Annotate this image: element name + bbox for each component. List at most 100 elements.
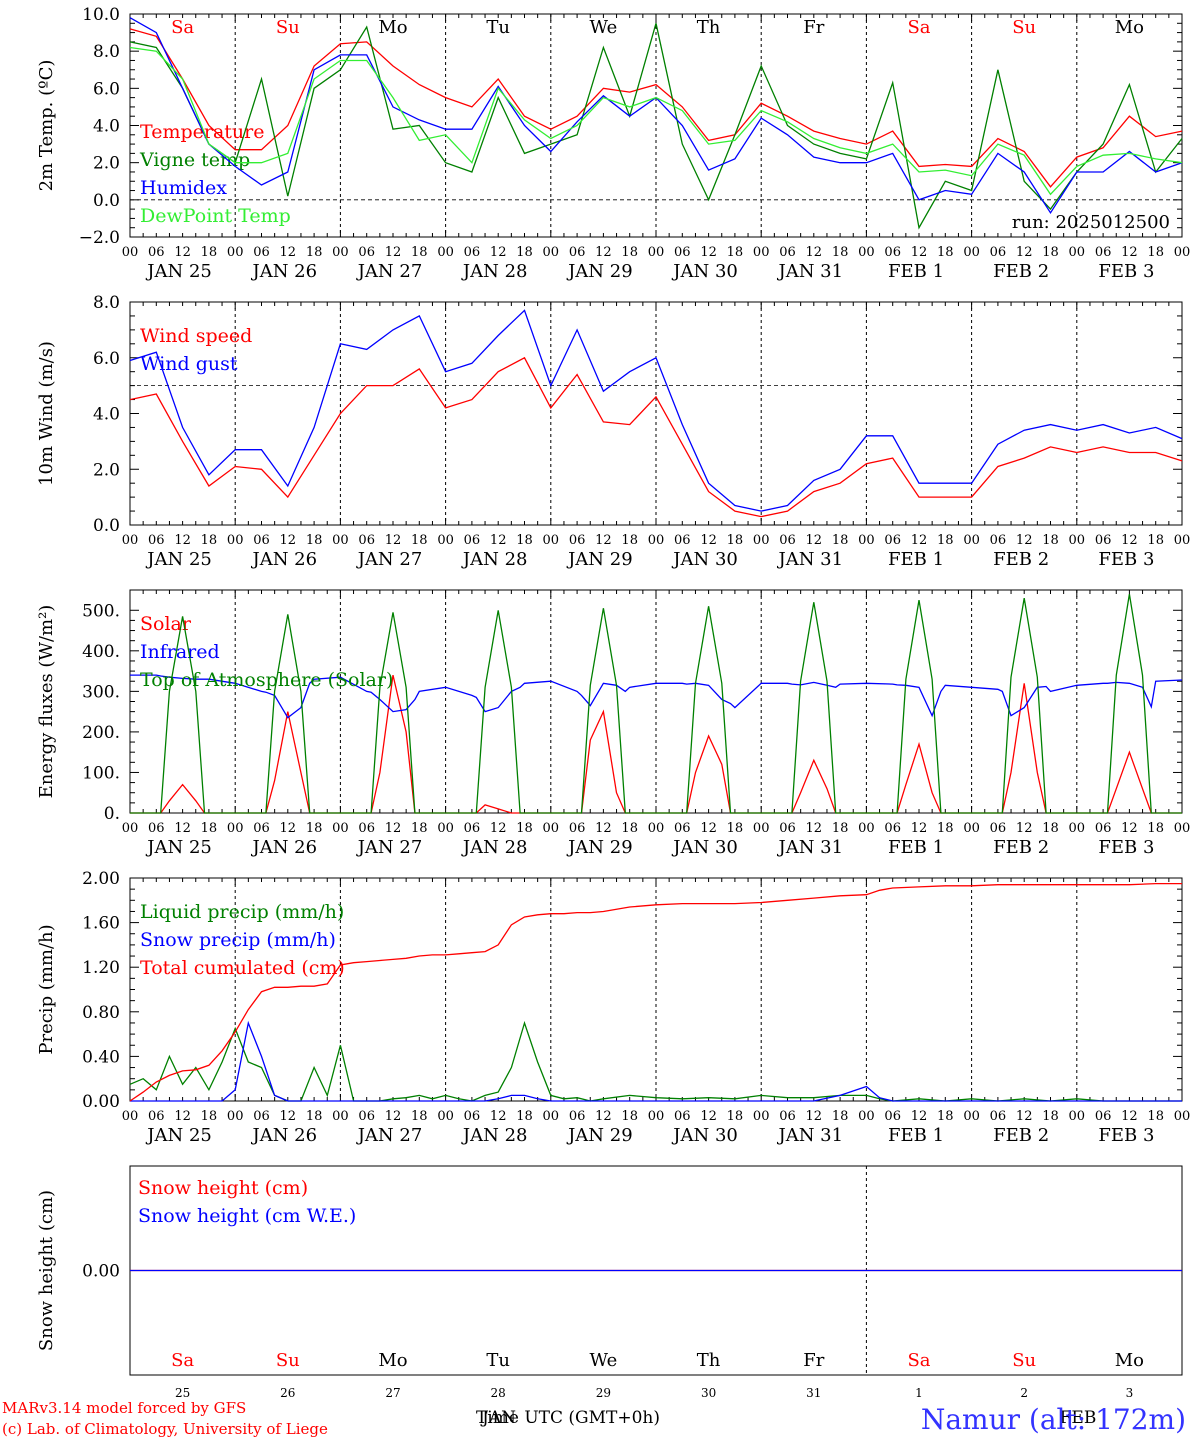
hour-tick-label: 00 <box>963 821 980 836</box>
y-tick-label: 6.0 <box>93 349 120 369</box>
hour-tick-label: 12 <box>1121 533 1138 548</box>
y-tick-label: 0.0 <box>93 191 120 211</box>
day-number-label: 31 <box>806 1386 821 1400</box>
hour-tick-label: 18 <box>727 821 744 836</box>
hour-tick-label: 12 <box>490 821 507 836</box>
hour-tick-label: 06 <box>148 1109 165 1124</box>
legend-entry: Liquid precip (mm/h) <box>140 901 344 923</box>
y-tick-label: 1.60 <box>82 914 120 934</box>
hour-tick-label: 18 <box>411 245 428 260</box>
date-label: JAN 26 <box>251 837 318 858</box>
day-of-week-label: Tu <box>486 1350 510 1371</box>
hour-tick-label: 12 <box>700 821 717 836</box>
day-of-week-label: Mo <box>378 17 407 38</box>
hour-tick-label: 18 <box>1147 533 1164 548</box>
legend-entry: Snow height (cm W.E.) <box>138 1205 356 1227</box>
hour-tick-label: 12 <box>280 1109 297 1124</box>
date-label: JAN 26 <box>251 261 318 282</box>
legend-entry: Top of Atmosphere (Solar) <box>140 669 393 691</box>
hour-tick-label: 12 <box>490 1109 507 1124</box>
hour-tick-label: 18 <box>201 821 218 836</box>
hour-tick-label: 06 <box>569 1109 586 1124</box>
y-tick-label: 200. <box>82 723 120 743</box>
y-tick-label: 300. <box>82 682 120 702</box>
hour-tick-label: 06 <box>674 1109 691 1124</box>
day-of-week-label: Mo <box>1115 17 1144 38</box>
hour-tick-label: 06 <box>569 821 586 836</box>
hour-tick-label: 12 <box>1121 821 1138 836</box>
series-line-4-3 <box>129 882 1182 1102</box>
day-of-week-label: Fr <box>803 17 824 38</box>
y-axis-label: Snow height (cm) <box>36 1190 57 1351</box>
legend-entry: Temperature <box>140 121 264 143</box>
date-label: JAN 29 <box>566 549 633 570</box>
hour-tick-label: 00 <box>858 245 875 260</box>
date-label: FEB 3 <box>1098 1125 1154 1146</box>
date-label: JAN 31 <box>777 837 844 858</box>
y-axis-label: 2m Temp. (ºC) <box>36 60 57 192</box>
hour-tick-label: 18 <box>306 245 323 260</box>
hour-tick-label: 06 <box>253 821 270 836</box>
day-of-week-label: Th <box>697 17 721 38</box>
hour-tick-label: 12 <box>490 533 507 548</box>
hour-tick-label: 12 <box>595 821 612 836</box>
legend-entry: Infrared <box>140 641 220 663</box>
hour-tick-label: 06 <box>884 1109 901 1124</box>
footer-model-line1: MARv3.14 model forced by GFS <box>2 1399 246 1417</box>
hour-tick-label: 06 <box>569 533 586 548</box>
hour-tick-label: 06 <box>990 1109 1007 1124</box>
hour-tick-label: 06 <box>464 821 481 836</box>
hour-tick-label: 00 <box>332 1109 349 1124</box>
hour-tick-label: 06 <box>674 821 691 836</box>
date-label: FEB 1 <box>888 261 944 282</box>
chart-panel-3: 00 06 12 18 00 06 12 18 00 06 12 18 00 06 12 18 00 06 12 18… <box>36 589 1191 858</box>
date-label: JAN 30 <box>671 837 738 858</box>
hour-tick-label: 06 <box>674 245 691 260</box>
date-label: FEB 2 <box>993 837 1049 858</box>
date-label: JAN 29 <box>566 261 633 282</box>
chart-panel-5: Sa Su Mo Tu We Th Fr Sa Su Mo 25 26 27 28 29 30 31 1 2 3 0.0… <box>36 1165 1183 1400</box>
hour-tick-label: 06 <box>464 1109 481 1124</box>
hour-tick-label: 06 <box>1095 533 1112 548</box>
y-tick-label: 10.0 <box>82 5 120 25</box>
hour-tick-label: 18 <box>832 1109 849 1124</box>
hour-tick-label: 18 <box>727 245 744 260</box>
date-label: JAN 25 <box>145 261 212 282</box>
hour-tick-label: 00 <box>648 533 665 548</box>
hour-tick-label: 00 <box>963 1109 980 1124</box>
hour-tick-label: 18 <box>621 821 638 836</box>
y-tick-label: 0.40 <box>82 1047 120 1067</box>
date-label: JAN 27 <box>356 261 423 282</box>
plot-frame <box>129 301 1183 526</box>
hour-tick-label: 00 <box>1174 821 1191 836</box>
hour-tick-label: 00 <box>1069 245 1086 260</box>
hour-tick-label: 18 <box>937 1109 954 1124</box>
hour-tick-label: 12 <box>806 1109 823 1124</box>
hour-tick-label: 00 <box>437 533 454 548</box>
date-label: JAN 25 <box>145 549 212 570</box>
legend-entry: Wind gust <box>140 353 238 375</box>
hour-tick-label: 12 <box>385 821 402 836</box>
hour-tick-label: 18 <box>201 1109 218 1124</box>
hour-tick-label: 06 <box>884 533 901 548</box>
day-number-label: 25 <box>175 1386 190 1400</box>
hour-tick-label: 18 <box>1147 1109 1164 1124</box>
y-tick-label: 2.00 <box>82 869 120 889</box>
hour-tick-label: 12 <box>595 1109 612 1124</box>
hour-tick-label: 06 <box>148 821 165 836</box>
series-line-4-1 <box>129 1020 1182 1102</box>
hour-tick-label: 06 <box>990 245 1007 260</box>
y-tick-label: 8.0 <box>93 293 120 313</box>
hour-tick-label: 12 <box>280 533 297 548</box>
series-line-3-1 <box>130 674 1182 814</box>
date-label: FEB 2 <box>993 1125 1049 1146</box>
hour-tick-label: 12 <box>911 533 928 548</box>
y-tick-label: 4.0 <box>93 405 120 425</box>
hour-tick-label: 18 <box>832 821 849 836</box>
hour-tick-label: 12 <box>806 821 823 836</box>
footer-model-line2: (c) Lab. of Climatology, University of L… <box>2 1420 328 1438</box>
hour-tick-label: 12 <box>385 245 402 260</box>
hour-tick-label: 06 <box>464 245 481 260</box>
hour-tick-label: 06 <box>779 533 796 548</box>
date-label: JAN 28 <box>461 837 528 858</box>
